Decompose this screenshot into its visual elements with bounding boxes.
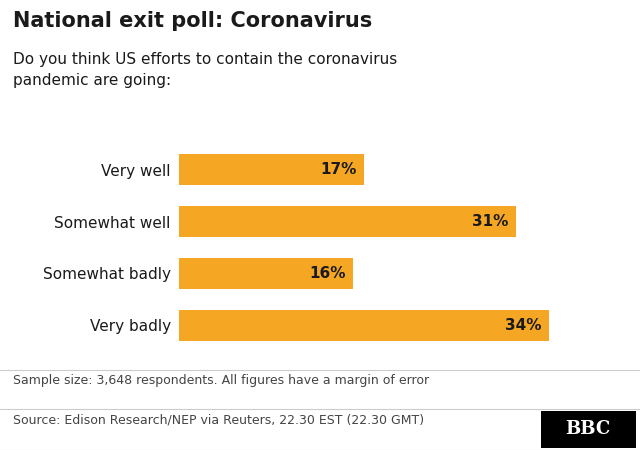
Text: Do you think US efforts to contain the coronavirus
pandemic are going:: Do you think US efforts to contain the c… xyxy=(13,52,397,88)
Text: Source: Edison Research/NEP via Reuters, 22.30 EST (22.30 GMT): Source: Edison Research/NEP via Reuters,… xyxy=(13,413,424,426)
Bar xyxy=(179,258,353,289)
Text: 34%: 34% xyxy=(505,318,541,333)
Bar xyxy=(179,154,364,185)
Text: 17%: 17% xyxy=(320,162,356,177)
Text: National exit poll: Coronavirus: National exit poll: Coronavirus xyxy=(13,11,372,31)
Text: BBC: BBC xyxy=(566,420,611,438)
Bar xyxy=(179,206,516,237)
Text: 31%: 31% xyxy=(472,214,509,229)
Text: 16%: 16% xyxy=(309,266,346,281)
Text: Sample size: 3,648 respondents. All figures have a margin of error: Sample size: 3,648 respondents. All figu… xyxy=(13,374,429,387)
Bar xyxy=(179,310,549,341)
